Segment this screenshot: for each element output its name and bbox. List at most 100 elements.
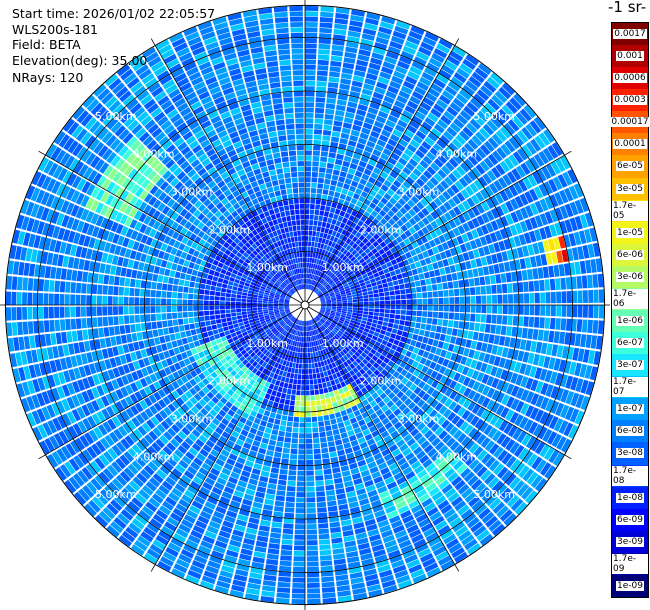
range-ring-label: 4.00km — [436, 148, 478, 161]
colorbar-tick-label: 1e-09 — [616, 580, 644, 591]
polar-radar-plot: 1.00km 1.00km 1.00km 1.00km 2.00km 2.00km 2.00… — [0, 0, 610, 610]
colorbar-cell: 6e-09 — [612, 508, 648, 531]
colorbar-cell: 3e-09 — [612, 530, 648, 553]
range-ring-label: 5.00km — [95, 110, 137, 123]
colorbar-cell: 1.7e-05 — [612, 199, 648, 222]
colorbar-cell: 6e-08 — [612, 420, 648, 443]
radar-bin-group — [558, 235, 566, 249]
instrument-text: WLS200s-181 — [12, 22, 98, 37]
range-ring-label: 2.00km — [209, 223, 251, 236]
range-ring-labels: 1.00km 1.00km 1.00km 1.00km 2.00km 2.00km 2.00… — [95, 110, 515, 501]
colorbar-cell: 0.0003 — [612, 89, 648, 112]
colorbar-cell: 1e-07 — [612, 398, 648, 421]
colorbar-cell: 1.7e-06 — [612, 287, 648, 310]
elevation-text: Elevation(deg): 35.00 — [12, 53, 148, 68]
colorbar-cell: 6e-05 — [612, 155, 648, 178]
colorbar-tick-label: 1.7e-06 — [612, 288, 648, 309]
colorbar-cell: 1.7e-07 — [612, 376, 648, 399]
colorbar-tick-label: 6e-07 — [616, 338, 644, 349]
radar-bin-group — [198, 198, 412, 411]
colorbar-tick-label: 6e-08 — [616, 426, 644, 437]
colorbar-cell: 1e-05 — [612, 221, 648, 244]
range-ring-label: 1.00km — [246, 261, 288, 274]
range-ring-label: 3.00km — [171, 413, 213, 426]
range-ring-label: 3.00km — [171, 186, 213, 199]
range-ring-label: 3.00km — [398, 413, 440, 426]
colorbar-tick-label: 3e-09 — [616, 536, 644, 547]
range-ring-label: 2.00km — [209, 375, 251, 388]
nrays-text: NRays: 120 — [12, 70, 84, 85]
colorbar-tick-label: 0.0017 — [613, 29, 647, 40]
colorbar-cell: 3e-05 — [612, 177, 648, 200]
radar-bin-group — [556, 250, 564, 263]
colorbar: 0.0017 0.001 0.0006 0.0003 0.00017 0.0001 6e-0… — [610, 22, 650, 598]
colorbar-tick-label: 3e-05 — [616, 183, 644, 194]
radar-bin-group — [310, 389, 361, 417]
azimuth-spoke — [304, 304, 572, 460]
start-time-text: Start time: 2026/01/02 22:05:57 — [12, 6, 216, 21]
colorbar-tick-label: 3e-08 — [616, 448, 644, 459]
range-ring-label: 3.00km — [398, 186, 440, 199]
range-ring-label: 4.00km — [133, 148, 175, 161]
colorbar-cell: 6e-07 — [612, 332, 648, 355]
field-text: Field: BETA — [12, 37, 81, 52]
colorbar-cell: 0.0001 — [612, 133, 648, 156]
colorbar-tick-label: 1e-06 — [616, 316, 644, 327]
colorbar-tick-label: 1e-07 — [616, 404, 644, 415]
colorbar-cell: 1.7e-08 — [612, 464, 648, 487]
azimuth-spoke — [304, 304, 460, 572]
colorbar-cell: 0.001 — [612, 45, 648, 68]
colorbar-cell: 1e-06 — [612, 310, 648, 333]
range-ring-label: 2.00km — [360, 375, 402, 388]
radar-bins — [5, 5, 605, 605]
radar-center-marker — [300, 300, 310, 310]
colorbar-cell: 0.00017 — [610, 111, 650, 134]
colorbar-tick-label: 3e-07 — [616, 360, 644, 371]
colorbar-unit-label: -1 sr- — [608, 0, 647, 16]
colorbar-tick-label: 6e-05 — [616, 161, 644, 172]
colorbar-cell: 3e-07 — [612, 354, 648, 377]
colorbar-cell: 1e-09 — [612, 574, 648, 597]
range-ring-label: 5.00km — [95, 488, 137, 501]
range-ring-label: 4.00km — [133, 450, 175, 463]
range-ring-label: 1.00km — [322, 337, 364, 350]
colorbar-cell: 3e-06 — [612, 265, 648, 288]
azimuth-spoke — [150, 38, 306, 306]
colorbar-cell: 0.0017 — [612, 23, 648, 46]
colorbar-cell: 1.7e-09 — [612, 552, 648, 575]
colorbar-cell: 1e-08 — [612, 486, 648, 509]
radar-bin-group — [5, 7, 605, 605]
colorbar-tick-label: 1e-05 — [616, 227, 644, 238]
azimuth-spoke — [304, 38, 460, 306]
colorbar-tick-label: 0.0001 — [613, 139, 647, 150]
radar-bin-group — [295, 388, 356, 412]
colorbar-tick-label: 0.0006 — [613, 73, 647, 84]
colorbar-tick-label: 6e-09 — [616, 514, 644, 525]
colorbar-tick-label: 0.00017 — [610, 117, 650, 128]
colorbar-tick-label: 1.7e-05 — [612, 200, 648, 221]
range-ring-label: 2.00km — [360, 223, 402, 236]
radar-bin-group — [547, 238, 556, 251]
colorbar-tick-label: 1.7e-08 — [612, 465, 648, 486]
colorbar-tick-label: 1e-08 — [616, 492, 644, 503]
range-ring-label: 1.00km — [246, 337, 288, 350]
colorbar-cell: 3e-08 — [612, 442, 648, 465]
colorbar-tick-label: 0.001 — [616, 51, 644, 62]
azimuth-spokes — [0, 0, 610, 610]
colorbar-cell: 0.0006 — [612, 67, 648, 90]
colorbar-tick-label: 6e-06 — [616, 249, 644, 260]
range-ring-label: 5.00km — [473, 110, 515, 123]
radar-bin-group — [85, 147, 359, 417]
colorbar-tick-label: 1.7e-09 — [612, 553, 648, 574]
azimuth-spoke — [38, 150, 306, 306]
range-ring-label: 4.00km — [436, 450, 478, 463]
azimuth-spoke — [38, 304, 306, 460]
radar-bin-group — [561, 249, 569, 263]
colorbar-cell: 6e-06 — [612, 243, 648, 266]
azimuth-spoke — [304, 150, 572, 306]
colorbar-tick-label: 3e-06 — [616, 271, 644, 282]
colorbar-tick-label: 0.0003 — [613, 95, 647, 106]
range-ring-label: 1.00km — [322, 261, 364, 274]
azimuth-spoke — [150, 304, 306, 572]
colorbar-tick-label: 1.7e-07 — [612, 377, 648, 398]
